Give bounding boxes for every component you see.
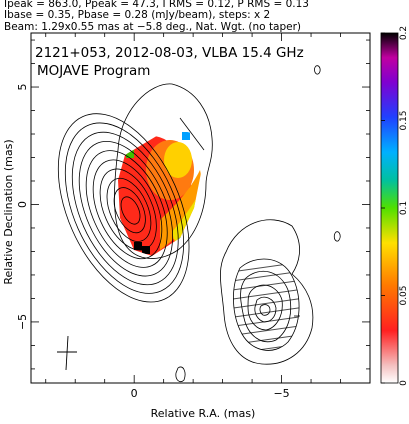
isolated-contours [175,65,341,382]
colorbar: 0 0.05 0.1 0.15 0.2 [380,26,409,386]
core-contour [99,168,157,251]
core-contour [57,113,190,303]
chart-subtitle: MOJAVE Program [37,63,150,79]
header-line-1: Ipeak = 863.0, Ppeak = 47.3, I RMS = 0.1… [4,0,309,10]
jet-contours [219,219,314,365]
plot-area: 0 −5 5 0 −5 [16,32,371,400]
x-axis-label: Relative R.A. (mas) [151,407,256,420]
plot-frame [30,32,371,384]
y-tick-label: −5 [16,314,29,330]
colorbar-tick-label: 0.1 [399,201,409,215]
tick-labels: 0 −5 5 0 −5 [16,84,290,400]
core-outer-contour [114,83,213,259]
beam-cross [57,335,77,371]
colorbar-tick-label: 0.15 [399,110,409,130]
core-contour [113,187,146,234]
colorbar-ticks [381,32,385,384]
colorbar-tick-label: 0.05 [399,285,409,305]
core-contours [57,83,213,303]
core-contour [120,196,141,225]
axis-ticks [31,33,371,383]
x-tick-label: −5 [273,387,289,400]
chart-title: 2121+053, 2012-08-03, VLBA 15.4 GHz [35,45,304,61]
polarization-color-image [118,132,202,256]
x-tick-label: 0 [131,387,138,400]
y-axis-label: Relative Declination (mas) [2,139,15,284]
header-line-3: Beam: 1.29x0.55 mas at −5.8 deg., Nat. W… [4,21,302,33]
y-tick-label: 5 [16,84,29,91]
colorbar-tick-label: 0 [399,380,409,386]
colorbar-labels: 0 0.05 0.1 0.15 0.2 [399,26,409,386]
colorbar-tick-label: 0.2 [399,26,409,40]
core-contour [64,122,185,294]
core-contour [92,159,163,260]
core-contour [71,131,179,286]
core-contour [78,141,174,277]
y-tick-label: 0 [16,201,29,208]
core-contour [85,150,168,268]
header-line-2: Ibase = 0.35, Pbase = 0.28 (mJy/beam), s… [4,9,271,21]
